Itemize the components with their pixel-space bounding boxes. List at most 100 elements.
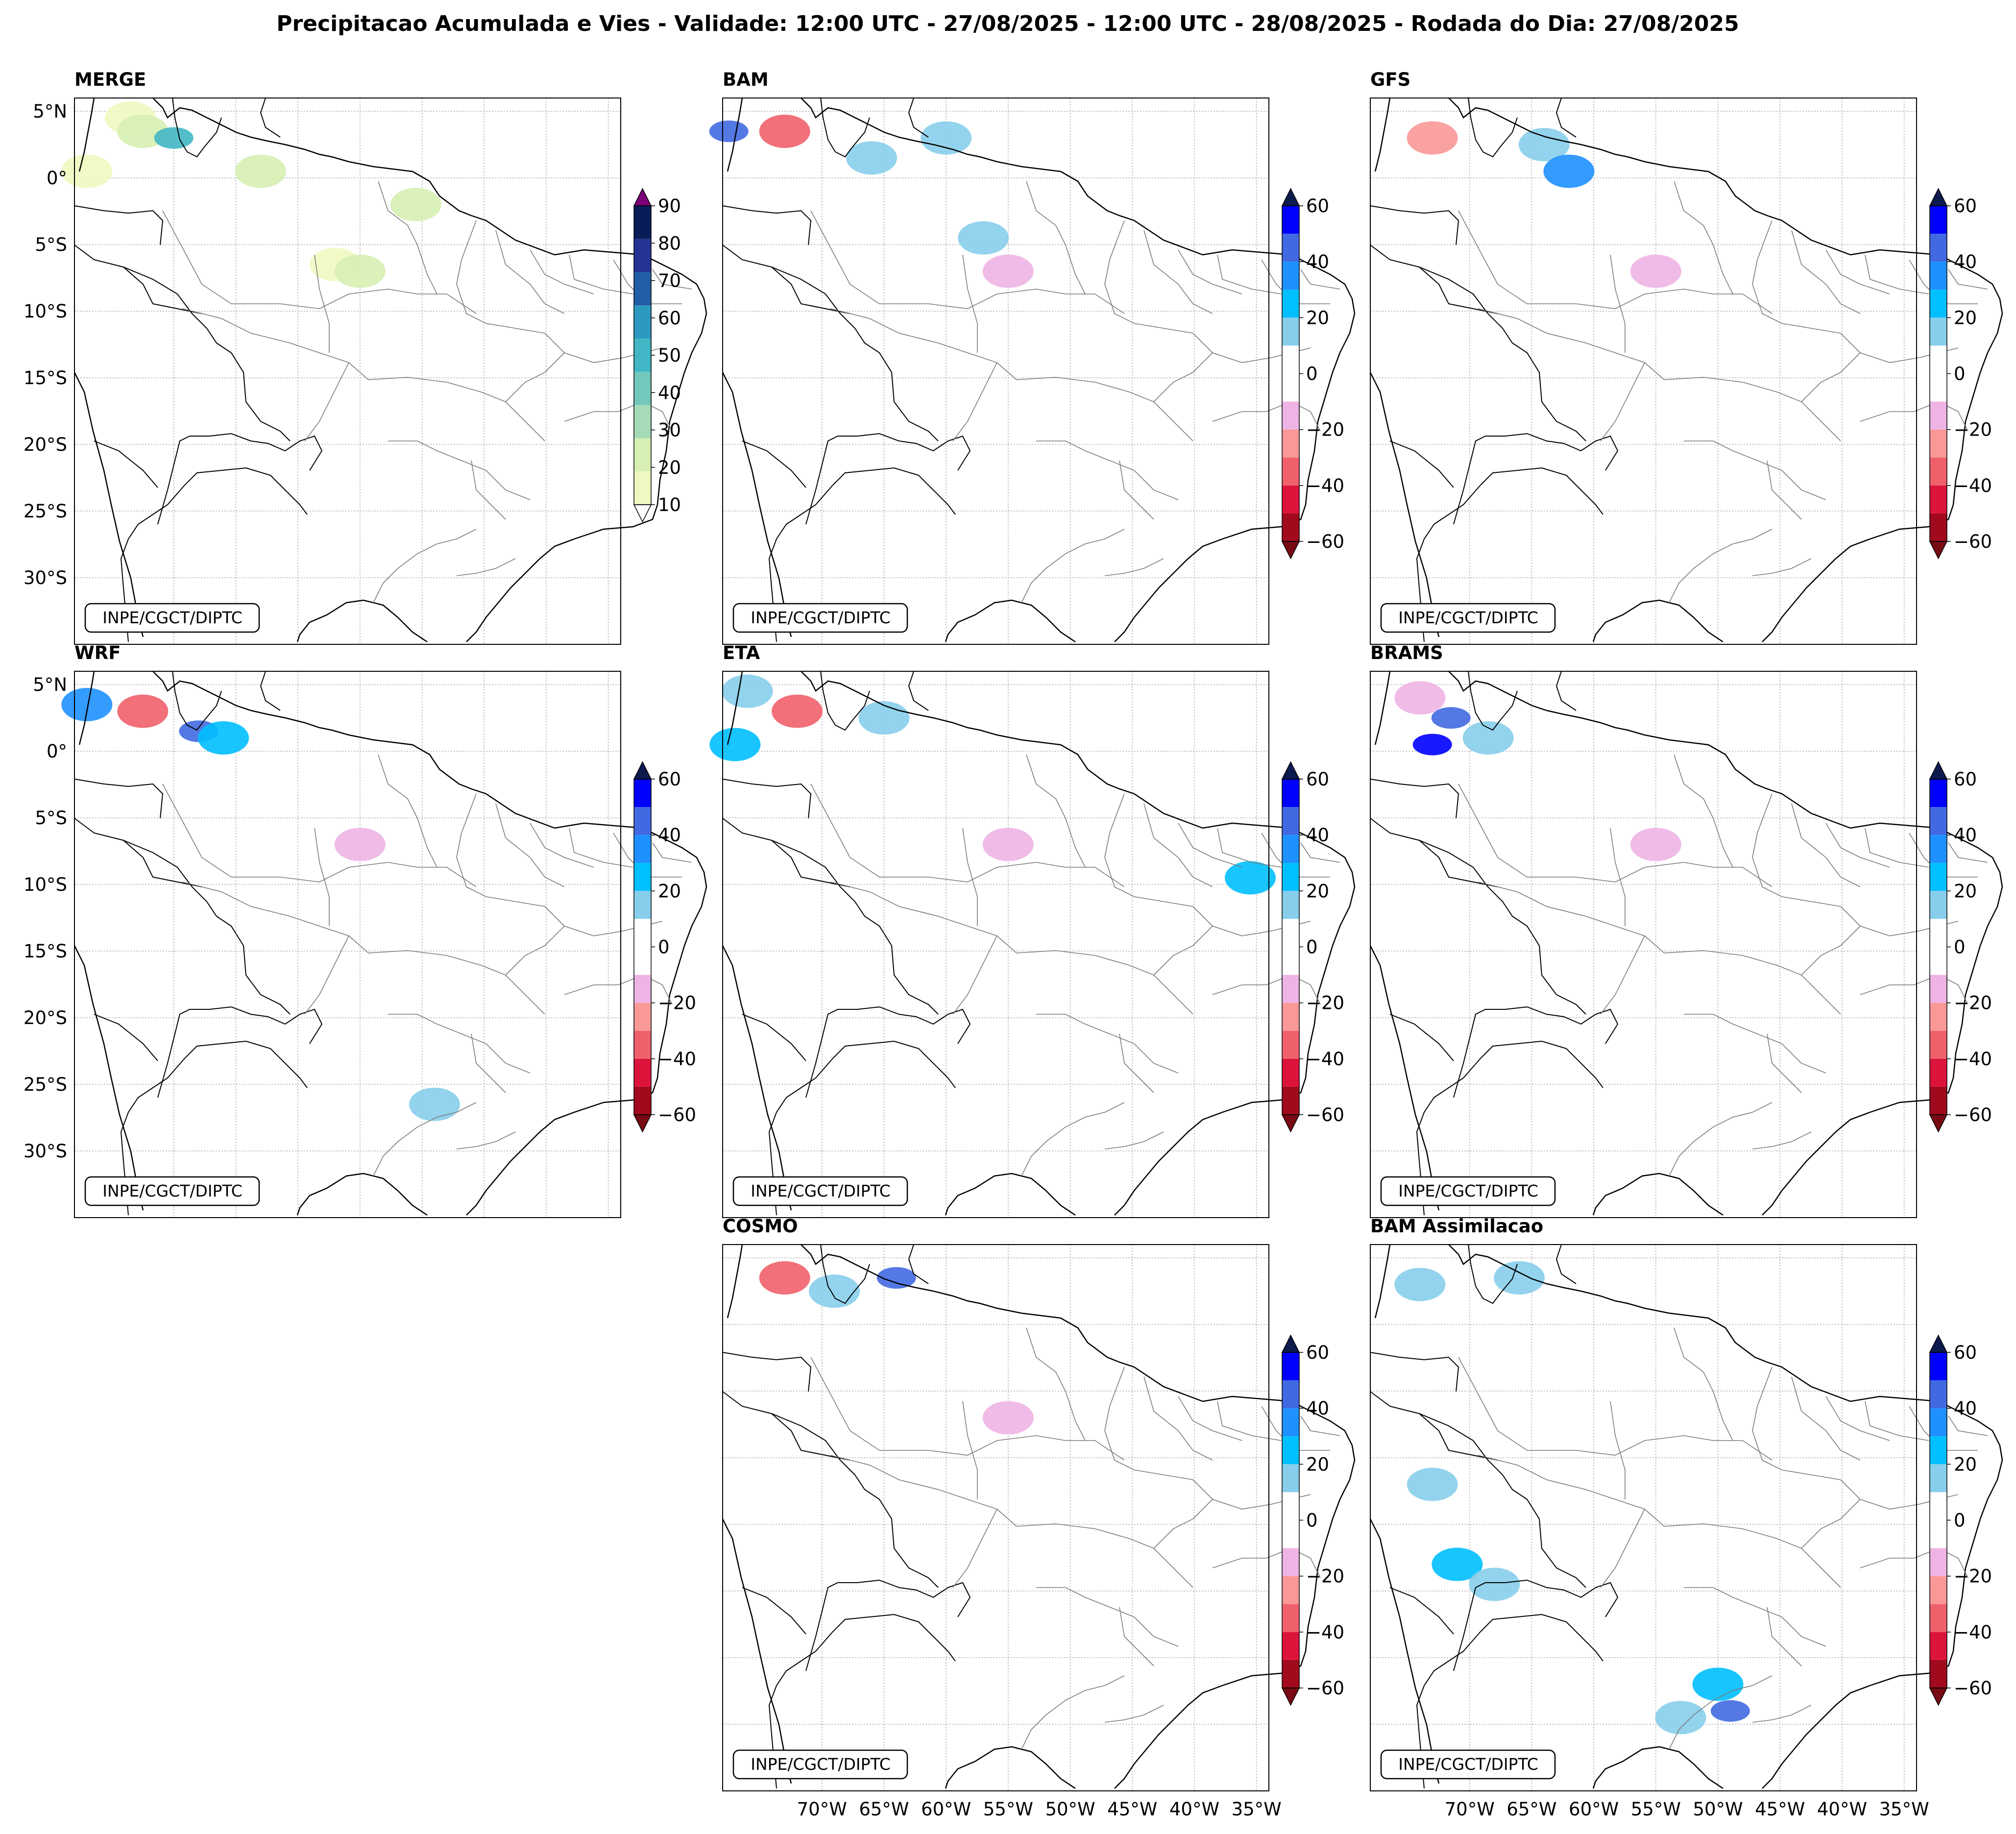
colorbar-swatch [1930, 457, 1947, 486]
panel-title: WRF [74, 642, 121, 663]
field-blob [1655, 1701, 1706, 1735]
lon-tick-label: 65°W [859, 1799, 909, 1820]
field-blob [1462, 721, 1514, 755]
lat-tick-label: 0° [47, 741, 67, 762]
colorbar-tick-label: 60 [658, 769, 681, 790]
colorbar-tick-label: −40 [1306, 1622, 1344, 1643]
colorbar-swatch [1282, 1492, 1299, 1520]
colorbar-swatch [634, 919, 651, 947]
field-blob [61, 154, 113, 188]
credit-label: INPE/CGCT/DIPTC [1398, 1181, 1538, 1200]
colorbar-swatch [1930, 429, 1947, 458]
colorbar-extend-max [1929, 1334, 1948, 1353]
colorbar-extend-max [1929, 761, 1948, 780]
colorbar-extend-min [1929, 1687, 1948, 1706]
colorbar-swatch [1930, 373, 1947, 402]
colorbar-tick-label: 60 [1306, 769, 1329, 790]
field-blob [709, 728, 761, 761]
colorbar-tick-label: 40 [1954, 251, 1977, 272]
colorbar-tick-label: −40 [1954, 475, 1992, 496]
colorbar-tick-label: 60 [1954, 769, 1977, 790]
colorbar-swatch [1930, 919, 1947, 947]
colorbar-extend-min [1929, 541, 1948, 560]
lon-tick-label: 60°W [1569, 1799, 1619, 1820]
credit-label: INPE/CGCT/DIPTC [751, 608, 891, 627]
colorbar-swatch [1282, 1520, 1299, 1548]
field-blob [1710, 1700, 1750, 1722]
colorbar-swatch [1282, 318, 1299, 346]
colorbar-swatch [634, 1003, 651, 1031]
field-blob [117, 694, 169, 728]
field-blob [1432, 1547, 1483, 1581]
colorbar-swatch [1930, 1520, 1947, 1548]
credit-box [1380, 1749, 1556, 1780]
map-background [1370, 98, 1917, 644]
colorbar-swatch [634, 438, 651, 472]
colorbar-tick-label: −20 [1306, 1566, 1344, 1587]
credit-label: INPE/CGCT/DIPTC [102, 608, 243, 627]
colorbar-tick-label: 0 [1954, 364, 1966, 385]
colorbar-bias: 60 40 20 0 −20 −40 −60 [1929, 188, 1992, 560]
field-blob [334, 828, 386, 861]
colorbar-swatch [1282, 835, 1299, 863]
colorbar-tick-label: 50 [658, 345, 681, 366]
colorbar-swatch [1930, 1086, 1947, 1115]
colorbar-tick-label: 40 [1954, 1398, 1977, 1419]
colorbar-swatch [1930, 1030, 1947, 1059]
colorbar-extend-max [1929, 188, 1948, 206]
colorbar-extend-min [1929, 1114, 1948, 1133]
lat-tick-label: 10°S [24, 301, 67, 322]
colorbar-swatch [634, 1058, 651, 1087]
field-blob [334, 254, 386, 288]
lat-tick-label: 25°S [24, 1074, 67, 1095]
field-blob [982, 828, 1034, 861]
colorbar-swatch [1930, 290, 1947, 318]
field-blob [876, 1267, 916, 1289]
colorbar-swatch [634, 779, 651, 807]
colorbar-tick-label: −40 [1954, 1049, 1992, 1070]
colorbar-tick-label: 20 [1306, 1454, 1329, 1475]
panel-bam: BAM INPE/CGCT/DIPTC 60 40 20 0 −20 −40 −60 [709, 69, 1356, 645]
colorbar-swatch [634, 371, 651, 405]
colorbar-swatch [634, 947, 651, 975]
colorbar-tick-label: 20 [1954, 1454, 1977, 1475]
colorbar-tick-label: 10 [658, 494, 681, 515]
map-frame [1370, 1244, 1917, 1791]
colorbar-swatch [1930, 1576, 1947, 1604]
colorbar-swatch [1930, 835, 1947, 863]
colorbar-tick-label: −60 [1306, 1104, 1344, 1125]
credit-label: INPE/CGCT/DIPTC [751, 1755, 891, 1774]
map-background [1370, 671, 1917, 1218]
colorbar-bias: 60 40 20 0 −20 −40 −60 [1929, 761, 1992, 1133]
colorbar-tick-label: −60 [1954, 531, 1992, 552]
lon-tick-label: 70°W [1445, 1799, 1495, 1820]
colorbar-swatch [634, 405, 651, 439]
colorbar-swatch [1282, 1436, 1299, 1465]
lon-tick-label: 35°W [1879, 1799, 1929, 1820]
field-blob [198, 721, 249, 755]
colorbar-swatch [634, 1030, 651, 1059]
colorbar-swatch [1930, 401, 1947, 430]
field-blob [759, 1261, 810, 1295]
colorbar-tick-label: 70 [658, 270, 681, 292]
field-blob [958, 221, 1009, 255]
colorbar-tick-label: −20 [1954, 993, 1992, 1014]
colorbar-tick-label: 30 [658, 420, 681, 441]
colorbar-swatch [634, 1086, 651, 1115]
colorbar-swatch [1282, 513, 1299, 541]
lat-tick-label: 15°S [24, 367, 67, 389]
colorbar-swatch [1930, 1548, 1947, 1576]
lat-tick-label: 5°S [35, 807, 67, 829]
colorbar-swatch [1930, 779, 1947, 807]
colorbar-tick-label: 20 [1954, 307, 1977, 328]
colorbar-swatch [1930, 485, 1947, 514]
map-panels: MERGE INPE/CGCT/DIPTC 5°N 0° 5°S 10°S 15°S 20°S… [24, 69, 2003, 1820]
field-blob [1630, 828, 1681, 861]
colorbar-swatch [1930, 1380, 1947, 1409]
lon-tick-label: 40°W [1817, 1799, 1867, 1820]
colorbar-tick-label: 80 [658, 233, 681, 254]
colorbar-swatch [1282, 457, 1299, 486]
map-frame [722, 1244, 1269, 1791]
field-blob [709, 120, 749, 142]
